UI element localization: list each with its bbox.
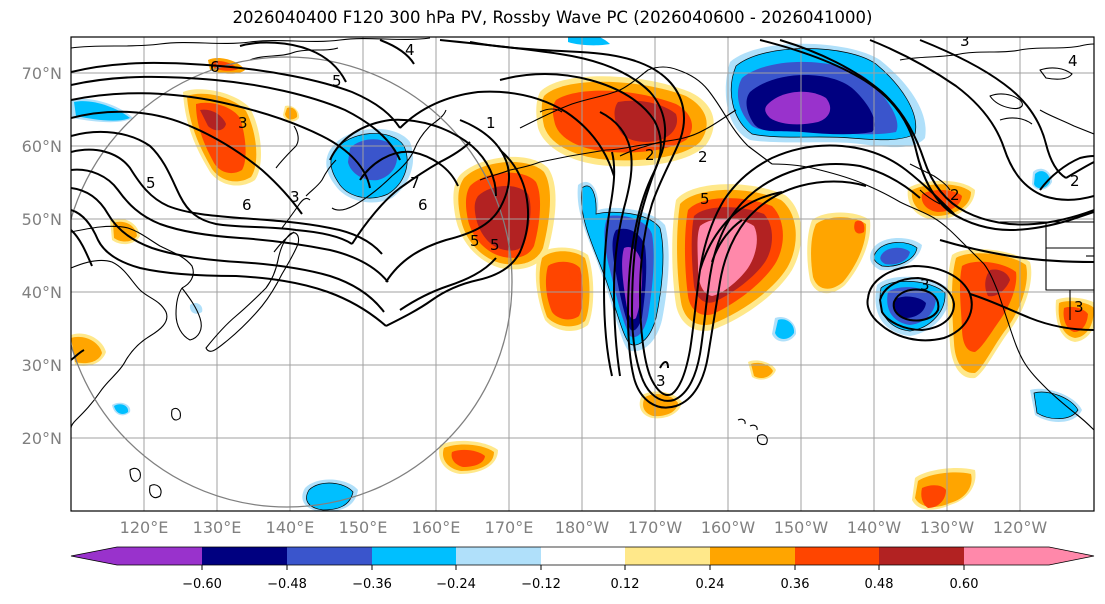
lon-label: 140°W xyxy=(847,518,902,537)
lat-label: 30°N xyxy=(22,356,62,375)
lon-label: 160°E xyxy=(412,518,461,537)
colorbar-extend-min xyxy=(71,547,117,565)
colorbar-swatch xyxy=(879,547,964,565)
svg-text:6: 6 xyxy=(242,196,252,214)
lon-label: 130°E xyxy=(193,518,242,537)
colorbar-tick-label: 0.12 xyxy=(611,577,640,592)
colorbar: −0.60 −0.48 −0.36 −0.24 −0.12 0.12 0.24 … xyxy=(70,546,1095,592)
lon-label: 180°W xyxy=(555,518,610,537)
svg-text:3: 3 xyxy=(920,276,930,294)
colorbar-tick-label: 0.24 xyxy=(696,577,725,592)
svg-text:1: 1 xyxy=(486,114,496,132)
lon-label: 170°W xyxy=(628,518,683,537)
graticule xyxy=(71,37,1094,511)
colorbar-tick-label: −0.48 xyxy=(267,577,307,592)
colorbar-swatch xyxy=(117,547,202,565)
coastlines xyxy=(71,37,1094,499)
svg-text:2: 2 xyxy=(1070,172,1080,190)
svg-text:5: 5 xyxy=(146,174,156,192)
svg-text:5: 5 xyxy=(470,232,480,250)
lat-label: 40°N xyxy=(22,283,62,302)
colorbar-tick-label: 0.60 xyxy=(950,577,979,592)
svg-text:2: 2 xyxy=(950,186,960,204)
lat-label: 60°N xyxy=(22,137,62,156)
colorbar-swatch xyxy=(202,547,287,565)
colorbar-tick-label: −0.60 xyxy=(182,577,222,592)
lon-label: 130°W xyxy=(920,518,975,537)
colorbar-tick-label: 0.36 xyxy=(781,577,810,592)
colorbar-swatch xyxy=(541,547,625,565)
radius-circle xyxy=(71,56,513,508)
colorbar-swatch xyxy=(795,547,879,565)
colorbar-swatch xyxy=(625,547,710,565)
colorbar-tick-label: −0.24 xyxy=(436,577,476,592)
colorbar-extend-max xyxy=(1049,547,1094,565)
lon-label: 140°E xyxy=(266,518,315,537)
colorbar-swatch xyxy=(287,547,372,565)
svg-text:3: 3 xyxy=(290,188,300,206)
svg-text:5: 5 xyxy=(700,190,710,208)
contour-labels: 6 4 5 3 5 6 7 6 1 2 5 5 2 3 3 2 5 4 3 2 … xyxy=(146,32,1084,390)
lon-label: 150°W xyxy=(774,518,829,537)
map-content: 6 4 5 3 5 6 7 6 1 2 5 5 2 3 3 2 5 4 3 2 … xyxy=(71,32,1094,511)
lat-label: 50°N xyxy=(22,210,62,229)
svg-text:5: 5 xyxy=(490,236,500,254)
colorbar-swatch xyxy=(456,547,541,565)
svg-text:3: 3 xyxy=(656,372,666,390)
colorbar-tick-label: −0.12 xyxy=(521,577,561,592)
colorbar-swatch xyxy=(964,547,1049,565)
svg-text:2: 2 xyxy=(698,148,708,166)
lon-label: 170°E xyxy=(485,518,534,537)
svg-text:4: 4 xyxy=(405,41,415,59)
lon-label: 160°W xyxy=(701,518,756,537)
longitude-labels: 120°E 130°E 140°E 150°E 160°E 170°E 180°… xyxy=(120,518,1048,537)
colorbar-tick-label: 0.48 xyxy=(865,577,894,592)
svg-text:5: 5 xyxy=(332,72,342,90)
lon-label: 150°E xyxy=(339,518,388,537)
svg-text:2: 2 xyxy=(645,146,655,164)
svg-text:4: 4 xyxy=(1068,52,1078,70)
lon-label: 120°E xyxy=(120,518,169,537)
colorbar-outline xyxy=(70,546,1095,566)
colorbar-swatch xyxy=(372,547,456,565)
svg-text:6: 6 xyxy=(210,58,220,76)
svg-text:3: 3 xyxy=(960,32,970,50)
colorbar-tick-label: −0.36 xyxy=(352,577,392,592)
svg-text:7: 7 xyxy=(410,174,420,192)
svg-text:6: 6 xyxy=(418,196,428,214)
map-title: 2026040400 F120 300 hPa PV, Rossby Wave … xyxy=(232,8,873,27)
lat-label: 70°N xyxy=(22,64,62,83)
lat-label: 20°N xyxy=(22,429,62,448)
map-border xyxy=(70,36,1095,512)
svg-text:3: 3 xyxy=(238,114,248,132)
lon-label: 120°W xyxy=(993,518,1048,537)
svg-text:3: 3 xyxy=(1074,298,1084,316)
pv-contours xyxy=(71,39,1094,409)
colorbar-swatch xyxy=(710,547,795,565)
latitude-labels: 70°N 60°N 50°N 40°N 30°N 20°N xyxy=(22,64,62,448)
